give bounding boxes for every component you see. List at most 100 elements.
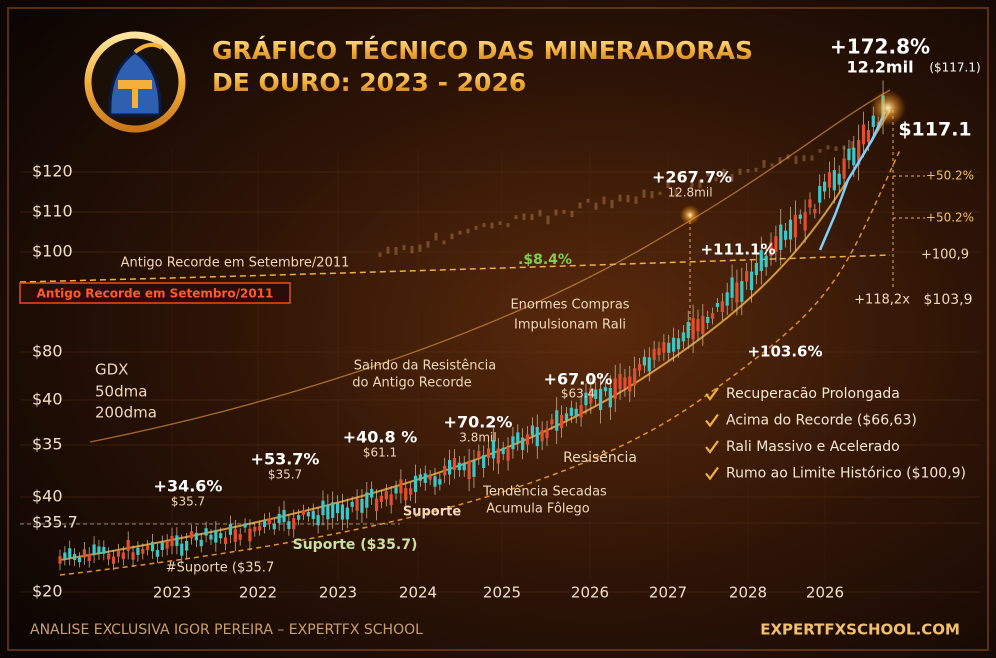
candle (389, 494, 393, 506)
x-axis-label: 2026 (806, 584, 844, 602)
candle (282, 509, 286, 523)
annotation: +70.2% (444, 413, 513, 432)
annotation: ($117.1) (929, 61, 980, 75)
footer-right: EXPERTFXSCHOOL.COM (760, 621, 960, 639)
candle (589, 388, 593, 404)
ghost-candle (586, 198, 590, 203)
ghost-candle (530, 214, 534, 221)
candle (73, 554, 77, 560)
candle (131, 552, 135, 560)
ghost-candle (458, 230, 462, 235)
candle (272, 524, 276, 530)
ghost-candle (762, 159, 766, 168)
candle (608, 387, 612, 408)
annotation: +50.2% (926, 211, 974, 225)
candle (107, 553, 111, 560)
annotation: Suporte ($35.7) (293, 537, 418, 553)
candle (253, 526, 257, 532)
annotation: GDX (95, 361, 128, 379)
ghost-candle (442, 240, 446, 245)
ghost-candle (418, 244, 422, 252)
ghost-candle (634, 196, 638, 204)
ghost-candle (410, 245, 414, 254)
checklist-item: Rali Massivo e Acelerado (726, 439, 900, 455)
y-axis-label: $80 (32, 342, 63, 361)
ghost-candle (546, 215, 550, 225)
annotation: $61.1 (363, 446, 397, 460)
candle (214, 530, 218, 543)
ghost-candle (514, 215, 518, 220)
annotation: 200dma (95, 404, 157, 422)
ghost-candle (450, 233, 454, 240)
candle (691, 318, 695, 340)
candle (111, 556, 116, 564)
ghost-candle (674, 188, 678, 198)
x-axis-label: 2022 (239, 584, 277, 602)
candle (861, 124, 866, 145)
candle (316, 515, 320, 526)
candle (793, 214, 797, 238)
candle (223, 537, 228, 545)
candle (491, 440, 496, 459)
candle (530, 425, 534, 436)
annotation: Tendência Secadas (482, 485, 607, 500)
candle (501, 447, 505, 454)
candle (370, 488, 374, 498)
ghost-candle (810, 155, 814, 161)
candle (462, 462, 466, 471)
annotation: 12.8mil (667, 186, 712, 200)
candle (297, 514, 301, 520)
candle (58, 556, 62, 564)
candle (228, 523, 233, 535)
ghost-candle (730, 173, 734, 182)
ghost-candle (818, 148, 822, 153)
x-axis-label: 2023 (319, 584, 357, 602)
candle (102, 546, 106, 554)
x-axis-label: 2024 (399, 584, 437, 602)
candle (457, 462, 461, 471)
ghost-candle (618, 194, 622, 202)
annotation: 12.2mil (846, 58, 913, 77)
candle (185, 540, 189, 551)
ghost-candle (578, 202, 582, 209)
candle (876, 121, 880, 126)
check-icon (705, 413, 719, 428)
candle (306, 512, 310, 517)
candle (540, 429, 544, 442)
candle (788, 219, 793, 240)
candle (560, 415, 564, 429)
candle (374, 498, 379, 512)
ghost-candle (834, 146, 838, 152)
candle (438, 479, 442, 485)
candle (769, 242, 773, 256)
x-axis-label: 2028 (729, 584, 767, 602)
candle (472, 460, 476, 477)
candle (477, 451, 481, 459)
candle (847, 148, 851, 161)
ghost-candle (714, 177, 718, 182)
candle (243, 523, 247, 528)
candle (784, 230, 788, 240)
x-axis-label: 2023 (153, 584, 191, 602)
ghost-candle (498, 221, 502, 226)
y-axis-label: $35 (32, 435, 63, 454)
annotation: $63.4 (561, 387, 595, 401)
candle (87, 553, 91, 561)
candle (686, 321, 690, 339)
ghost-candle (474, 225, 478, 230)
annotation: Resisência (563, 450, 637, 466)
candle (404, 488, 408, 501)
footer-left: ANALISE EXCLUSIVA IGOR PEREIRA – EXPERTF… (30, 622, 423, 638)
candle (642, 356, 646, 366)
annotation: +103.6% (747, 343, 822, 361)
record-badge-box (19, 282, 291, 304)
ghost-candle (394, 246, 398, 255)
candle (423, 473, 427, 483)
candle (146, 545, 150, 551)
candle (292, 518, 296, 530)
candle (267, 518, 272, 524)
annotation: +67.0% (544, 370, 613, 389)
candle (676, 338, 681, 350)
candle (194, 532, 198, 541)
